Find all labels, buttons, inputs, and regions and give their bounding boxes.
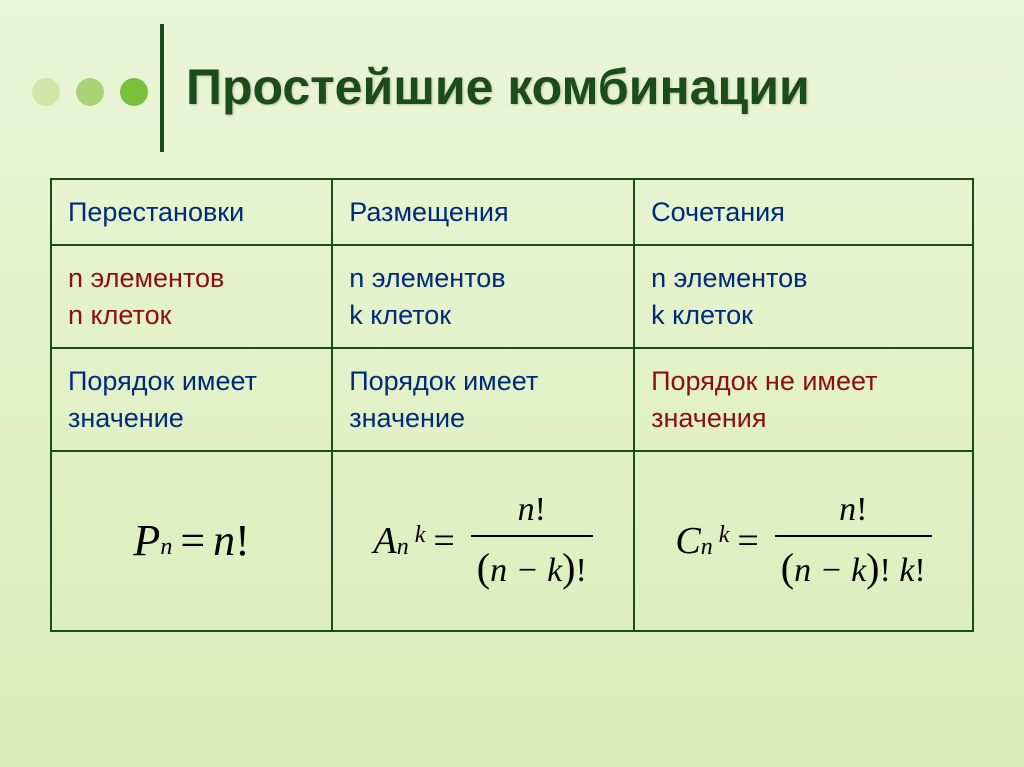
dot-1 [32, 78, 60, 106]
text: n элементов [349, 263, 505, 293]
title-divider [160, 24, 164, 152]
dot-2 [76, 78, 104, 106]
header-permutations: Перестановки [51, 179, 332, 245]
header-row: Перестановки Размещения Сочетания [51, 179, 973, 245]
cell-comb-order: Порядок не имеет значения [634, 348, 973, 451]
header-arrangements: Размещения [332, 179, 634, 245]
cell-comb-elements: n элементов k клеток [634, 245, 973, 348]
text: n элементов [651, 263, 807, 293]
combinatorics-table: Перестановки Размещения Сочетания n элем… [50, 178, 974, 632]
text: n элементов [68, 263, 224, 293]
cell-perm-order: Порядок имеет значение [51, 348, 332, 451]
elements-row: n элементов n клеток n элементов k клето… [51, 245, 973, 348]
header-combinations: Сочетания [634, 179, 973, 245]
decorative-dots [32, 78, 148, 106]
cell-perm-elements: n элементов n клеток [51, 245, 332, 348]
formula-arrangement: An k= n! (n − k)! [332, 451, 634, 631]
cell-arr-elements: n элементов k клеток [332, 245, 634, 348]
formula-combination: Cn k= n! (n − k)! k! [634, 451, 973, 631]
formula-permutation: Pn=n! [51, 451, 332, 631]
text: n клеток [68, 300, 171, 330]
formula-row: Pn=n! An k= n! (n − k)! Cn k= n! (n − k)… [51, 451, 973, 631]
text: k клеток [651, 300, 753, 330]
text: k клеток [349, 300, 451, 330]
dot-3 [120, 78, 148, 106]
order-row: Порядок имеет значение Порядок имеет зна… [51, 348, 973, 451]
cell-arr-order: Порядок имеет значение [332, 348, 634, 451]
page-title: Простейшие комбинации [186, 58, 810, 116]
